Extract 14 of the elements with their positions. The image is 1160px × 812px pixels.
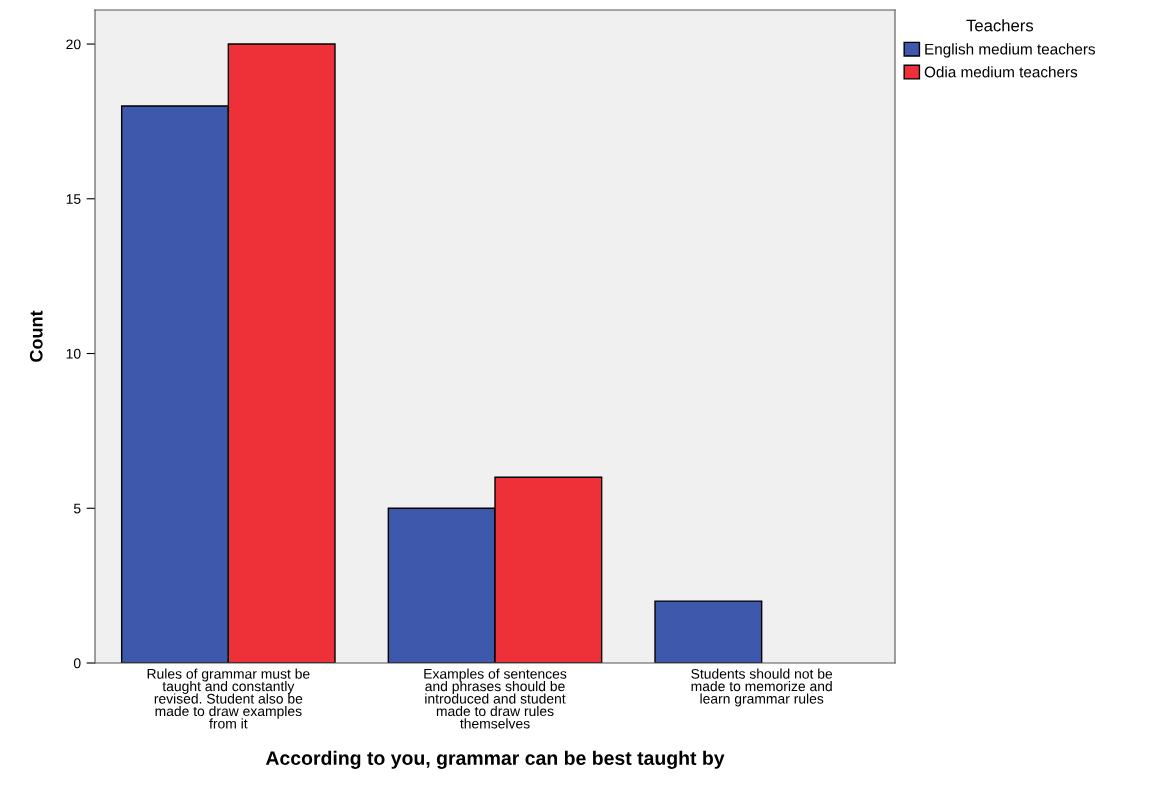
x-tick-label: Examples of sentences and phrases should be introduced and student made to draw rules themselves [424, 668, 567, 729]
y-tick-label: 15 [66, 194, 81, 204]
y-tick-label: 10 [66, 348, 81, 359]
legend-label: English medium teachers [925, 43, 1096, 58]
x-tick-label: Students should not be made to memorize and learn grammar rules [691, 668, 833, 707]
bar [654, 600, 763, 663]
legend-label: Odia medium teachers [924, 66, 1078, 78]
y-tick-label: 0 [73, 658, 81, 669]
y-tick-label: 5 [73, 503, 81, 514]
x-tick-label: Rules of grammar must be taught and constantly revised. Student also be made to draw examples from it [147, 668, 310, 729]
y-tick-label: 20 [66, 39, 81, 50]
y-axis-title: Count [29, 310, 43, 362]
x-axis-title: According to you, grammar can be best taught by [265, 750, 725, 769]
legend-title: Teachers [966, 19, 1034, 32]
